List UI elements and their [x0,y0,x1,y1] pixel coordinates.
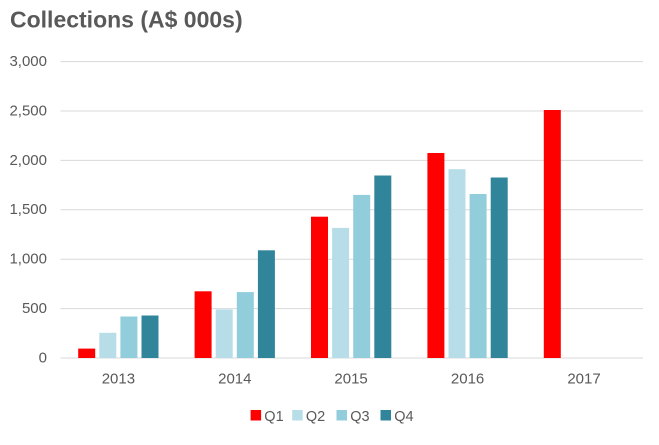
svg-text:2015: 2015 [334,371,367,388]
svg-text:2013: 2013 [102,371,135,388]
svg-text:Collections (A$ 000s): Collections (A$ 000s) [10,7,243,33]
svg-text:2014: 2014 [218,371,251,388]
svg-text:2,500: 2,500 [9,102,47,119]
svg-text:3,000: 3,000 [9,53,47,70]
svg-text:Q2: Q2 [306,409,325,425]
svg-text:500: 500 [22,300,47,317]
svg-text:1,500: 1,500 [9,201,47,218]
svg-text:1,000: 1,000 [9,251,47,268]
svg-text:2017: 2017 [567,371,600,388]
svg-text:Q1: Q1 [264,409,283,425]
svg-text:0: 0 [39,349,47,366]
svg-text:Q3: Q3 [350,409,369,425]
svg-text:2,000: 2,000 [9,152,47,169]
svg-text:Q4: Q4 [394,409,413,425]
svg-text:2016: 2016 [451,371,484,388]
